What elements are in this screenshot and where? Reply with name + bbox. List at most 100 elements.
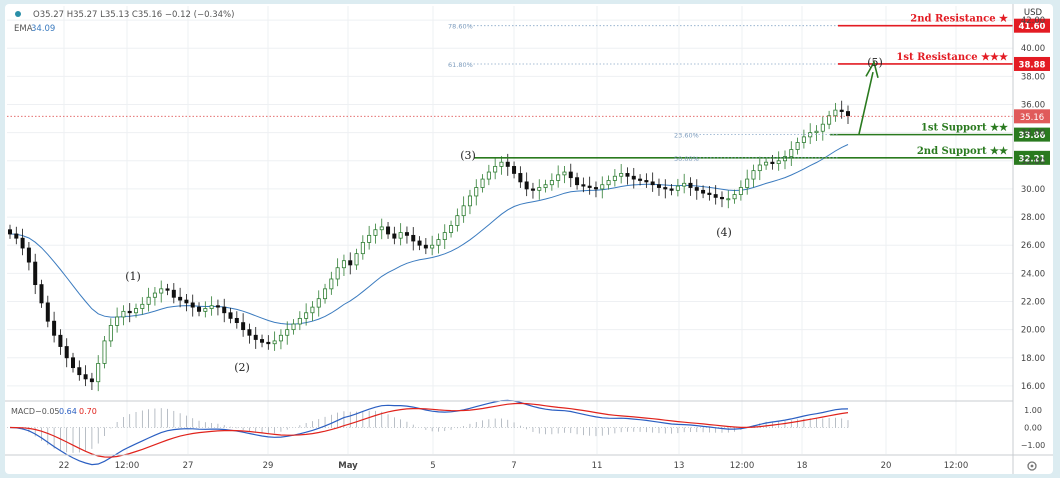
ema-line (9, 144, 849, 325)
candle-body (663, 187, 668, 190)
second-resistance-price-value: 41.60 (1019, 22, 1046, 32)
current-price-value: 35.16 (1020, 113, 1044, 123)
candle-body (631, 175, 636, 180)
macd-legend-v3: 0.70 (79, 407, 97, 416)
fib-label: 61.80% (448, 61, 473, 69)
candle-body (316, 298, 321, 308)
candle-body (436, 239, 441, 246)
price-unit-label: USD (1024, 8, 1043, 18)
gear-icon[interactable] (1027, 461, 1037, 471)
candle-body (335, 267, 340, 280)
projection-arrowhead (865, 60, 879, 78)
price-tick-label: 34.00 (1021, 129, 1045, 139)
candle-body (467, 195, 472, 207)
candle-body (757, 164, 762, 172)
time-tick-label: 12:00 (944, 461, 969, 471)
candle-body (776, 160, 781, 165)
candle-body (20, 237, 25, 249)
candle-body (404, 232, 409, 236)
candle-body (297, 317, 302, 325)
candle-body (619, 173, 624, 177)
wave-label-2: (2) (234, 361, 250, 374)
axes-group: 42.00 40.00 38.00 36.00 34.00 32.00 30.00 28.00… (5, 4, 1053, 474)
candle-body (827, 115, 832, 125)
ema-legend-label: EMA (14, 24, 33, 34)
candle-body (833, 109, 838, 117)
candle-body (134, 308, 139, 314)
candle-body (782, 156, 787, 162)
candle-body (89, 378, 94, 383)
levels-group: 2nd Resistance ★ 41.60 1st Resistance ★★★ 3… (7, 14, 1050, 165)
price-tick-label: 30.00 (1021, 185, 1045, 195)
candle-body (461, 205, 466, 217)
candle-body (600, 184, 605, 190)
candle-body (323, 288, 328, 300)
candle-body (549, 180, 554, 186)
candle-body (159, 288, 164, 294)
fib-label: 23.60% (674, 132, 699, 140)
candle-body (524, 181, 529, 190)
candle-body (839, 109, 844, 112)
price-tick-label: 16.00 (1021, 382, 1045, 392)
time-tick-label: 11 (592, 461, 603, 471)
ohlc-readout: O35.27 H35.27 L35.13 C35.16 −0.12 (−0.34… (33, 10, 234, 20)
price-tick-label: 18.00 (1021, 354, 1045, 364)
candle-body (165, 288, 170, 291)
candle-body (121, 310, 126, 318)
candles-group (7, 100, 851, 392)
candle-body (474, 187, 479, 197)
candle-body (184, 299, 189, 304)
candle-body (341, 260, 346, 269)
candle-body (108, 325, 113, 342)
candle-body (178, 296, 183, 301)
time-tick-label: 12:00 (115, 461, 140, 471)
candle-body (713, 194, 718, 198)
macd-legend-label: MACD (11, 407, 35, 416)
price-tick-label: 20.00 (1021, 326, 1045, 336)
wave-label-5: (5) (867, 56, 883, 69)
candle-body (360, 241, 365, 255)
macd-legend-v2: 0.64 (59, 407, 77, 416)
candle-body (58, 334, 63, 347)
candle-body (770, 161, 775, 164)
candle-body (593, 187, 598, 190)
first-support-price-tag (1014, 127, 1050, 142)
second-resistance-price-tag (1014, 18, 1050, 33)
candle-body (486, 171, 491, 180)
time-tick-label: 5 (430, 461, 435, 471)
candle-body (587, 185, 592, 188)
current-price-tag (1014, 109, 1050, 124)
macd-tick-label: 0.00 (1024, 424, 1042, 433)
time-tick-label: 22 (59, 461, 70, 471)
candle-body (751, 170, 756, 180)
candle-body (7, 229, 12, 235)
macd-tick-label: 1.00 (1024, 406, 1042, 415)
price-tick-label: 38.00 (1021, 72, 1045, 82)
candle-body (530, 188, 535, 191)
time-tick-label: 13 (674, 461, 685, 471)
candle-body (656, 184, 661, 188)
time-tick-label: 29 (263, 461, 274, 471)
candle-body (215, 305, 220, 308)
price-tick-label: 24.00 (1021, 269, 1045, 279)
candle-body (379, 226, 384, 231)
candle-body (253, 334, 258, 340)
second-support-price-tag (1014, 150, 1050, 165)
candle-body (688, 182, 693, 188)
candle-body (575, 177, 580, 186)
time-tick-label: 12:00 (730, 461, 755, 471)
candle-body (285, 329, 290, 336)
candle-body (430, 244, 435, 249)
wave-label-1: (1) (125, 270, 141, 283)
candle-body (411, 234, 416, 242)
price-tick-label: 32.00 (1021, 157, 1045, 167)
candle-body (455, 215, 460, 226)
candle-body (190, 302, 195, 308)
candle-body (644, 180, 649, 183)
candle-body (442, 232, 447, 240)
candle-body (272, 340, 277, 345)
candle-body (222, 306, 227, 314)
second-support-label: 2nd Support ★★ (917, 146, 1008, 157)
candle-body (764, 161, 769, 166)
